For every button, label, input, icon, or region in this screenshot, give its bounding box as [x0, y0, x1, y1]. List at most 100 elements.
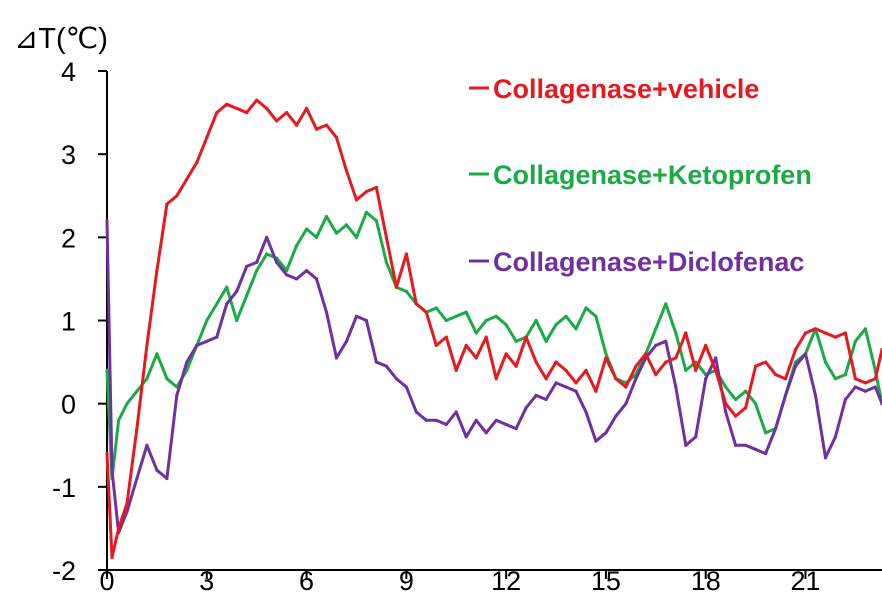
data-point	[764, 431, 768, 435]
data-point	[374, 185, 378, 189]
data-point	[793, 364, 798, 368]
data-point	[464, 310, 468, 314]
data-point	[404, 385, 408, 389]
data-point	[265, 235, 269, 239]
data-point	[823, 331, 828, 335]
data-point	[534, 393, 538, 397]
data-point	[205, 318, 209, 323]
data-point	[504, 323, 508, 327]
data-point	[803, 331, 808, 335]
data-point	[813, 327, 818, 331]
data-point	[215, 302, 219, 306]
data-point	[205, 135, 209, 140]
data-point	[245, 264, 249, 268]
data-point	[674, 385, 678, 389]
data-point	[873, 377, 877, 381]
data-point	[624, 385, 628, 389]
data-point	[684, 331, 688, 335]
data-point	[843, 331, 848, 335]
y-tick-label: 2	[61, 223, 76, 253]
data-point	[604, 356, 608, 360]
data-point	[434, 343, 438, 347]
data-point	[145, 377, 149, 381]
data-point	[364, 190, 368, 194]
legend-label: Collagenase+Ketoprofen	[493, 160, 812, 190]
data-point	[135, 476, 139, 481]
data-point	[394, 377, 398, 381]
data-point	[584, 306, 588, 310]
data-point	[374, 219, 378, 223]
data-point	[494, 377, 498, 381]
data-point	[714, 356, 718, 360]
data-point	[524, 406, 528, 410]
data-point	[344, 169, 349, 173]
data-point	[634, 377, 638, 381]
data-point	[664, 360, 668, 364]
series-line	[105, 98, 882, 559]
data-point	[215, 111, 219, 115]
data-point	[364, 210, 368, 214]
data-point	[404, 289, 408, 293]
data-point	[554, 323, 558, 327]
data-point	[474, 356, 478, 360]
data-point	[873, 385, 877, 389]
data-point	[175, 393, 179, 397]
data-point	[474, 331, 478, 335]
data-point	[444, 318, 448, 323]
data-point	[674, 331, 678, 335]
data-point	[225, 302, 229, 306]
data-point	[275, 119, 279, 123]
data-point	[225, 285, 229, 289]
data-point	[704, 343, 708, 347]
data-point	[534, 318, 538, 323]
data-point	[764, 360, 768, 364]
data-point	[305, 269, 309, 273]
data-point	[305, 106, 309, 110]
data-point	[175, 194, 179, 198]
data-point	[754, 364, 758, 368]
data-point	[734, 414, 738, 418]
data-point	[464, 435, 468, 439]
data-point	[574, 381, 578, 385]
data-point	[215, 335, 219, 339]
data-point	[564, 368, 568, 372]
y-tick-label: 3	[61, 140, 76, 170]
data-point	[714, 368, 718, 372]
data-point	[165, 377, 169, 381]
data-point	[853, 377, 858, 381]
data-point	[105, 219, 109, 223]
data-point	[185, 177, 189, 181]
legend-label: Collagenase+vehicle	[493, 74, 759, 104]
data-point	[774, 427, 778, 431]
data-point	[205, 339, 209, 343]
data-point	[484, 335, 488, 339]
data-point	[684, 443, 688, 447]
y-tick-label: 4	[61, 57, 76, 87]
data-point	[863, 327, 868, 331]
series-line	[105, 219, 882, 535]
data-point	[843, 397, 848, 402]
data-point	[724, 402, 728, 406]
data-point	[614, 377, 618, 381]
data-point	[823, 456, 828, 460]
data-point	[664, 302, 668, 306]
data-point	[110, 555, 114, 560]
data-point	[524, 335, 528, 339]
data-point	[494, 418, 498, 422]
data-point	[414, 410, 418, 414]
data-point	[734, 443, 738, 447]
data-point	[843, 373, 848, 377]
data-point	[125, 510, 129, 514]
data-point	[105, 368, 109, 372]
data-point	[364, 318, 368, 323]
data-point	[195, 343, 199, 347]
data-point	[863, 381, 868, 385]
data-point	[165, 476, 169, 481]
data-point	[544, 397, 548, 402]
data-point	[255, 98, 259, 102]
data-point	[135, 389, 139, 393]
data-point	[404, 252, 408, 256]
data-point	[853, 385, 858, 389]
series-lines	[105, 98, 882, 560]
data-point	[484, 431, 488, 435]
